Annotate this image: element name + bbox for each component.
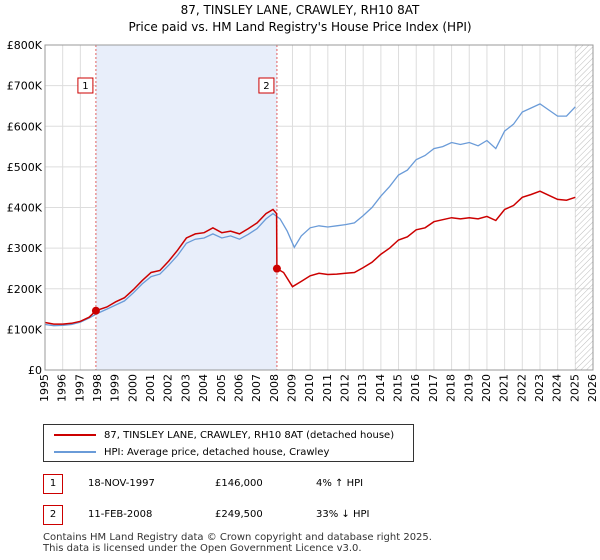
y-tick-label: £0 — [28, 364, 42, 377]
sale-point — [91, 306, 100, 315]
sale-point — [272, 264, 281, 273]
shaded-ownership-period — [95, 45, 277, 370]
x-tick-label: 2001 — [144, 374, 157, 402]
footer-licence: This data is licensed under the Open Gov… — [43, 543, 362, 554]
annotation-label: 2 — [263, 81, 269, 92]
x-tick-label: 2010 — [303, 374, 316, 402]
y-tick-label: £300K — [7, 242, 43, 255]
x-tick-label: 2020 — [480, 374, 493, 402]
hpi-series-line — [44, 103, 576, 327]
x-tick-label: 2002 — [162, 374, 175, 402]
transaction-row: 2 11-FEB-2008 £249,500 33% ↓ HPI — [43, 505, 583, 525]
x-tick-label: 2019 — [462, 374, 475, 402]
annotation-box — [258, 77, 275, 94]
x-tick-label: 2016 — [409, 374, 422, 402]
y-tick-label: £600K — [7, 120, 43, 133]
transaction-badge: 2 — [43, 505, 63, 525]
legend-swatch-property — [54, 434, 96, 436]
x-tick-label: 2017 — [427, 374, 440, 402]
x-tick-label: 2008 — [268, 374, 281, 402]
transaction-row: 1 18-NOV-1997 £146,000 4% ↑ HPI — [43, 474, 583, 494]
price-chart: 1 2 £0 £100K £200K £300K £400K £500K £600K £700K… — [7, 39, 599, 402]
x-tick-label: 2011 — [321, 374, 334, 402]
legend-label-property: 87, TINSLEY LANE, CRAWLEY, RH10 8AT (det… — [104, 429, 395, 441]
transaction-price: £146,000 — [215, 478, 263, 489]
x-tick-label: 1996 — [56, 374, 69, 402]
legend-swatch-hpi — [54, 451, 96, 453]
x-tick-label: 1999 — [109, 374, 122, 402]
transaction-price: £249,500 — [215, 509, 263, 520]
x-tick-label: 2012 — [339, 374, 352, 402]
x-tick-label: 2004 — [197, 374, 210, 402]
y-tick-label: £500K — [7, 161, 43, 174]
transaction-hpi-diff: 33% ↓ HPI — [316, 509, 370, 520]
x-tick-label: 2026 — [586, 374, 599, 402]
footer-copyright: Contains HM Land Registry data © Crown c… — [43, 532, 432, 543]
legend: 87, TINSLEY LANE, CRAWLEY, RH10 8AT (det… — [43, 424, 414, 462]
x-tick-label: 1998 — [91, 374, 104, 402]
x-tick-label: 1997 — [73, 374, 86, 402]
y-tick-label: £100K — [7, 323, 43, 336]
y-tick-label: £800K — [7, 39, 43, 52]
chart-subtitle: Price paid vs. HM Land Registry's House … — [128, 20, 472, 34]
legend-label-hpi: HPI: Average price, detached house, Craw… — [104, 446, 330, 458]
y-tick-label: £200K — [7, 283, 43, 296]
x-tick-label: 2000 — [126, 374, 139, 402]
x-tick-label: 2014 — [374, 374, 387, 402]
x-tick-label: 2009 — [285, 374, 298, 402]
chart-title-address: 87, TINSLEY LANE, CRAWLEY, RH10 8AT — [180, 3, 420, 17]
legend-item-property: 87, TINSLEY LANE, CRAWLEY, RH10 8AT (det… — [44, 427, 394, 443]
x-tick-label: 2005 — [215, 374, 228, 402]
legend-item-hpi: HPI: Average price, detached house, Craw… — [44, 444, 329, 460]
x-tick-label: 2021 — [498, 374, 511, 402]
x-tick-label: 2015 — [392, 374, 405, 402]
x-tick-label: 2007 — [250, 374, 263, 402]
property-series-line — [44, 190, 576, 325]
annotation-box — [77, 77, 94, 94]
x-tick-label: 2023 — [533, 374, 546, 402]
y-tick-label: £700K — [7, 80, 43, 93]
plot-frame — [44, 44, 594, 371]
transaction-date: 18-NOV-1997 — [88, 478, 155, 489]
transaction-badge: 1 — [43, 474, 63, 494]
x-tick-label: 2022 — [515, 374, 528, 402]
x-tick-label: 2013 — [356, 374, 369, 402]
x-tick-label: 1995 — [38, 374, 51, 402]
x-tick-label: 2006 — [232, 374, 245, 402]
x-tick-label: 2025 — [568, 374, 581, 402]
annotation-label: 1 — [82, 81, 88, 92]
x-tick-label: 2003 — [179, 374, 192, 402]
y-tick-label: £400K — [7, 202, 43, 215]
transaction-date: 11-FEB-2008 — [88, 509, 153, 520]
x-tick-label: 2024 — [551, 374, 564, 402]
transaction-hpi-diff: 4% ↑ HPI — [316, 478, 364, 489]
x-tick-label: 2018 — [445, 374, 458, 402]
forecast-hatch — [575, 45, 593, 370]
